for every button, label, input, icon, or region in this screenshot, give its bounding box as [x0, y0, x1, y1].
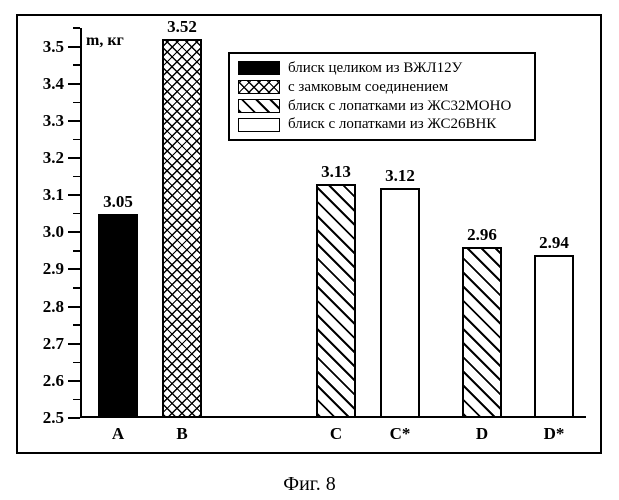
chart-figure: m, кг 2.5 2.6 2.7 2.8 2.9 3.0 3.1 3.2 3.3 3.4 3.5 3…: [0, 0, 619, 500]
bar: 3.12: [380, 188, 420, 418]
y-tick: [68, 231, 80, 233]
y-tick: [68, 306, 80, 308]
y-tick-label: 3.0: [43, 222, 64, 242]
x-category-label: D: [476, 424, 488, 444]
y-tick-label: 3.1: [43, 185, 64, 205]
bar-value-label: 3.05: [103, 192, 133, 212]
y-tick-minor: [73, 176, 80, 178]
legend-item: блиск с лопатками из ЖС32МОНО: [238, 97, 526, 116]
y-tick-label: 2.9: [43, 259, 64, 279]
y-tick: [68, 157, 80, 159]
x-category-label: C*: [390, 424, 411, 444]
y-tick: [68, 194, 80, 196]
y-tick-minor: [73, 399, 80, 401]
y-tick-label: 2.6: [43, 371, 64, 391]
bar: 3.52: [162, 39, 202, 418]
y-tick: [68, 83, 80, 85]
x-category-label: B: [176, 424, 187, 444]
y-tick-minor: [73, 213, 80, 215]
legend-label: с замковым соединением: [288, 78, 448, 97]
y-tick: [68, 343, 80, 345]
y-tick-minor: [73, 102, 80, 104]
bar-value-label: 3.52: [167, 17, 197, 37]
y-tick-label: 3.5: [43, 37, 64, 57]
y-tick-minor: [73, 64, 80, 66]
figure-border: m, кг 2.5 2.6 2.7 2.8 2.9 3.0 3.1 3.2 3.3 3.4 3.5 3…: [16, 14, 602, 454]
legend-label: блиск с лопатками из ЖС32МОНО: [288, 97, 511, 116]
y-tick-minor: [73, 362, 80, 364]
y-tick-label: 3.2: [43, 148, 64, 168]
y-tick: [68, 120, 80, 122]
legend-item: блиск целиком из ВЖЛ12У: [238, 59, 526, 78]
bar: 2.94: [534, 255, 574, 418]
bar-value-label: 2.96: [467, 225, 497, 245]
y-tick-label: 3.3: [43, 111, 64, 131]
plot-area: m, кг 2.52.62.72.82.93.03.13.23.33.43.53…: [80, 28, 586, 418]
y-tick: [68, 46, 80, 48]
y-tick-minor: [73, 139, 80, 141]
legend-swatch: [238, 99, 280, 113]
bar-value-label: 3.12: [385, 166, 415, 186]
y-tick-minor: [73, 27, 80, 29]
legend-item: блиск с лопатками из ЖС26ВНК: [238, 115, 526, 134]
y-tick-label: 2.7: [43, 334, 64, 354]
y-tick-minor: [73, 250, 80, 252]
y-tick: [68, 417, 80, 419]
legend-label: блиск с лопатками из ЖС26ВНК: [288, 115, 496, 134]
y-tick-minor: [73, 287, 80, 289]
legend-item: с замковым соединением: [238, 78, 526, 97]
y-tick-minor: [73, 324, 80, 326]
x-category-label: C: [330, 424, 342, 444]
y-tick-label: 2.8: [43, 297, 64, 317]
y-axis: [80, 28, 82, 418]
bar-value-label: 2.94: [539, 233, 569, 253]
bar: 2.96: [462, 247, 502, 418]
y-axis-title: m, кг: [86, 32, 124, 50]
bar: 3.05: [98, 214, 138, 418]
legend-swatch: [238, 118, 280, 132]
legend-swatch: [238, 80, 280, 94]
x-category-label: A: [112, 424, 124, 444]
x-category-label: D*: [544, 424, 565, 444]
y-tick: [68, 380, 80, 382]
legend-label: блиск целиком из ВЖЛ12У: [288, 59, 462, 78]
y-tick-label: 2.5: [43, 408, 64, 428]
bar: 3.13: [316, 184, 356, 418]
figure-caption: Фиг. 8: [283, 473, 335, 496]
legend: блиск целиком из ВЖЛ12Ус замковым соедин…: [228, 52, 536, 141]
y-tick: [68, 268, 80, 270]
y-tick-label: 3.4: [43, 74, 64, 94]
bar-value-label: 3.13: [321, 162, 351, 182]
legend-swatch: [238, 61, 280, 75]
